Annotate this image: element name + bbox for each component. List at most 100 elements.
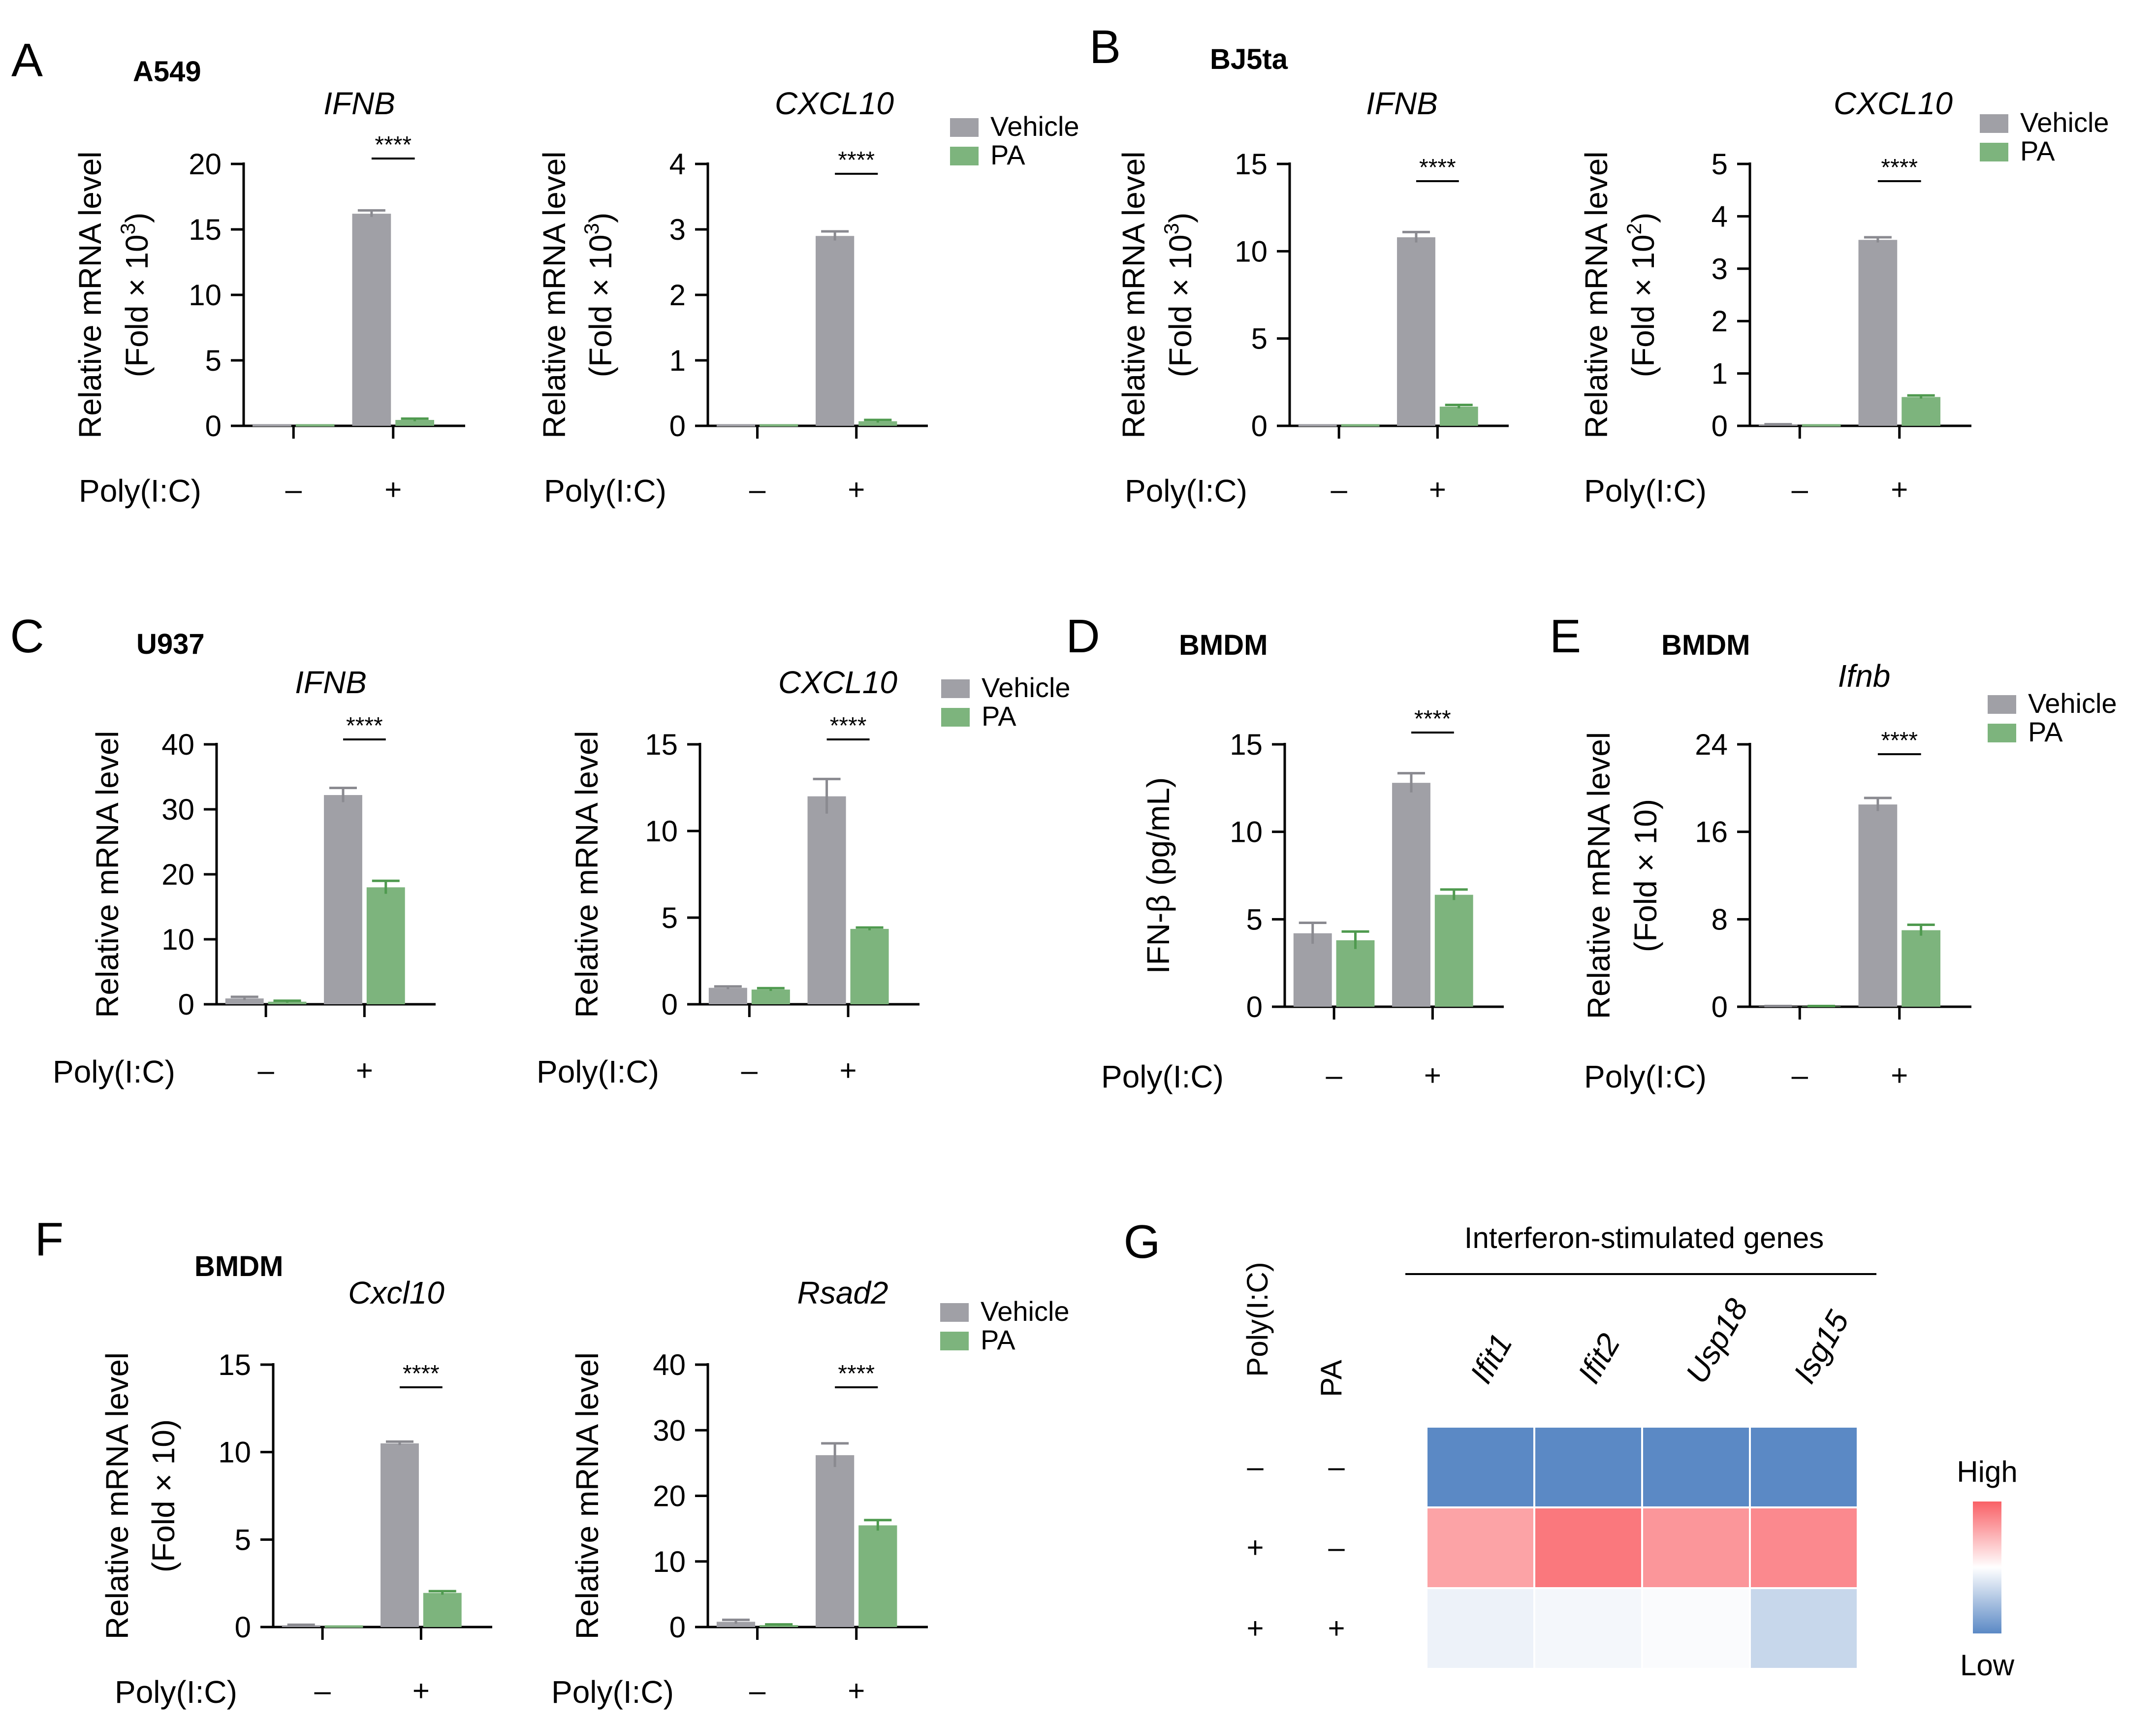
panel-C1: C U937 IFNB 0 10 20 30 40 – + Poly(I:C) Relative mR…	[10, 610, 436, 1089]
heatmap-cell	[1426, 1506, 1535, 1589]
legend-label-vehicle: Vehicle	[982, 672, 1071, 703]
y-axis-label: Relative mRNA level (Fold × 103)	[72, 151, 155, 438]
y-tick-label: 2	[669, 279, 686, 312]
x-axis-label: Poly(I:C)	[1584, 473, 1707, 509]
heatmap-cell	[1749, 1506, 1859, 1589]
bar-pa	[1902, 930, 1940, 1007]
row-pa-sign: –	[1328, 1531, 1345, 1564]
gene-title: IFNB	[295, 665, 367, 700]
panel-letter: F	[35, 1213, 64, 1266]
x-axis-label: Poly(I:C)	[1101, 1059, 1224, 1094]
ylabel-part: )	[583, 213, 618, 223]
x-category-label: +	[1891, 473, 1908, 506]
legend-label-pa: PA	[2028, 716, 2063, 747]
heatmap-title: Interferon-stimulated genes	[1464, 1221, 1824, 1254]
significance-stars: ****	[1881, 155, 1918, 181]
y-axis-label: IFN-β (pg/mL)	[1141, 777, 1176, 974]
panel-letter: A	[11, 34, 43, 87]
bar-vehicle	[1293, 933, 1332, 1007]
y-tick-label: 30	[161, 793, 194, 826]
ylabel-part: (Fold × 10	[583, 234, 618, 377]
heatmap-cell	[1426, 1587, 1535, 1670]
factor-label-pa: PA	[1315, 1360, 1348, 1397]
y-tick-label: 0	[235, 1611, 251, 1644]
y-tick-label: 0	[178, 988, 194, 1021]
bar-pa	[366, 887, 405, 1004]
heatmap-column-label: Usp18	[1679, 1292, 1755, 1389]
legend-label-pa: PA	[2020, 135, 2055, 166]
y-tick-label: 5	[1251, 322, 1268, 355]
panel-B1: B BJ5ta IFNB 0 5 10 15 – + Poly(I:C) Relative mRNA…	[1089, 21, 1509, 509]
gene-title: Cxcl10	[348, 1275, 444, 1310]
bar-pa	[858, 1525, 897, 1627]
y-tick-label: 10	[218, 1436, 251, 1469]
bar-vehicle	[380, 1443, 419, 1627]
significance-stars: ****	[1881, 728, 1918, 754]
heatmap-column-label: Ifit2	[1571, 1328, 1627, 1389]
y-axis-label: Relative mRNA level (Fold × 102)	[1579, 151, 1661, 438]
heatmap-cell	[1533, 1506, 1643, 1589]
x-category-label: +	[1429, 473, 1446, 506]
y-axis-label-line1: Relative mRNA level	[570, 1352, 605, 1639]
x-category-label: –	[1331, 473, 1347, 506]
y-tick-label: 20	[189, 148, 222, 181]
x-category-label: –	[749, 473, 766, 506]
x-axis-label: Poly(I:C)	[537, 1054, 659, 1089]
x-category-label: –	[1792, 1059, 1808, 1092]
y-axis-label-line2: (Fold × 102)	[1622, 213, 1661, 378]
x-category-label: +	[1424, 1059, 1441, 1092]
legend-label-vehicle: Vehicle	[2028, 688, 2117, 719]
y-axis-label-line2: (Fold × 10)	[1628, 799, 1663, 952]
panel-D: D BMDM 0 5 10 15 – + Poly(I:C) IFN-β (pg/mL) ****	[1066, 610, 1504, 1094]
y-tick-label: 24	[1695, 728, 1728, 761]
gene-title: IFNB	[323, 86, 395, 121]
bar-vehicle	[225, 998, 264, 1004]
bar-vehicle	[716, 1622, 756, 1627]
bar-vehicle	[816, 236, 855, 426]
y-axis-label-line1: Relative mRNA level	[72, 151, 108, 438]
x-axis-label: Poly(I:C)	[1125, 473, 1247, 509]
ylabel-superscript: 3	[116, 223, 139, 234]
y-tick-label: 8	[1712, 903, 1728, 936]
legend-label-vehicle: Vehicle	[981, 1296, 1070, 1327]
ylabel-part: )	[119, 213, 155, 223]
ylabel-superscript: 3	[1160, 223, 1183, 234]
y-tick-label: 40	[653, 1348, 686, 1381]
y-axis-label: Relative mRNA level (Fold × 10)	[1581, 732, 1663, 1019]
y-axis-label-line1: IFN-β (pg/mL)	[1141, 777, 1176, 974]
bar-vehicle	[1858, 804, 1898, 1007]
y-tick-label: 0	[205, 410, 222, 443]
bar-pa	[751, 990, 790, 1004]
heatmap-column-label: Ifit1	[1463, 1328, 1519, 1389]
color-scale-bar	[1973, 1501, 2001, 1633]
ylabel-superscript: 3	[580, 223, 603, 234]
x-axis-label: Poly(I:C)	[115, 1674, 237, 1710]
significance-stars: ****	[346, 713, 383, 739]
bar-vehicle	[1858, 240, 1898, 426]
y-tick-label: 10	[645, 815, 678, 848]
x-category-label: –	[257, 1054, 274, 1087]
y-tick-label: 1	[1712, 357, 1728, 390]
ylabel-part: )	[1625, 213, 1661, 223]
y-tick-label: 40	[161, 728, 194, 761]
legend-label-pa: PA	[990, 139, 1025, 170]
significance-stars: ****	[838, 147, 875, 173]
y-axis-label: Relative mRNA level	[569, 731, 604, 1018]
y-tick-label: 15	[1230, 728, 1263, 761]
legend-swatch-pa	[940, 1332, 969, 1350]
ylabel-part: (Fold × 10	[1625, 234, 1661, 377]
legend-swatch-vehicle	[950, 118, 979, 137]
y-tick-label: 5	[235, 1523, 251, 1556]
legend-label-vehicle: Vehicle	[990, 111, 1079, 142]
panel-E: E BMDM Ifnb 0 8 16 24 – + Poly(I:C) Relative mRNA …	[1550, 610, 2117, 1094]
y-tick-label: 0	[1251, 410, 1268, 443]
y-tick-label: 10	[1230, 816, 1263, 849]
legend-swatch-pa	[1980, 143, 2008, 161]
heatmap-cell	[1533, 1426, 1643, 1508]
y-axis-label: Relative mRNA level	[90, 731, 125, 1018]
gene-title: Rsad2	[797, 1275, 888, 1310]
x-axis-label: Poly(I:C)	[551, 1674, 674, 1710]
